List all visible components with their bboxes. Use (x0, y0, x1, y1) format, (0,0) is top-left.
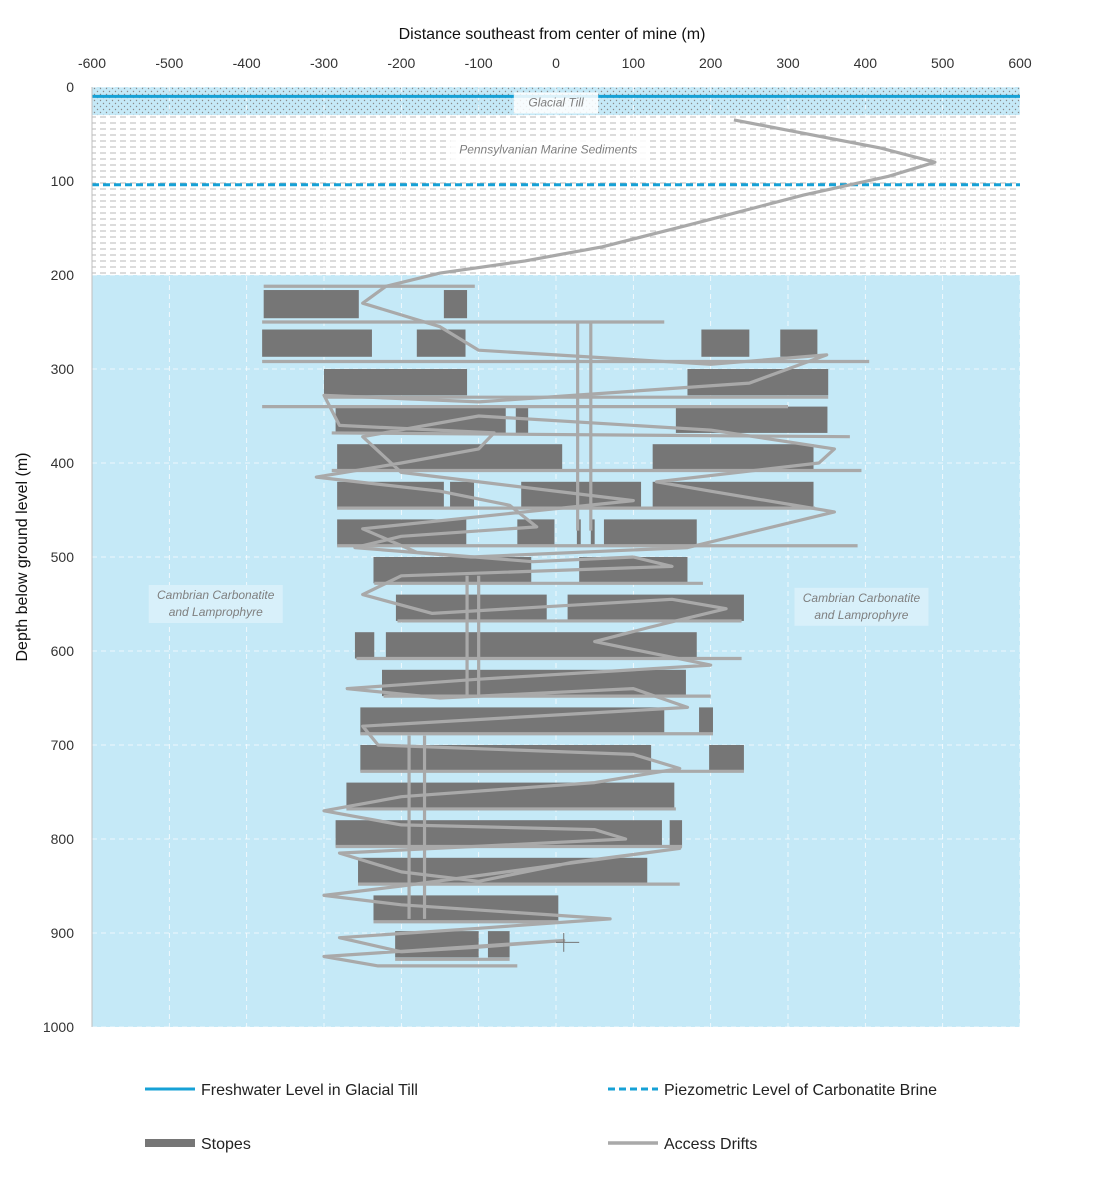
stope-7 (687, 369, 829, 396)
y-tick-label-6: 600 (51, 643, 75, 659)
annotation-text-3-0: Cambrian Carbonatite (803, 591, 921, 605)
annotation-text-0-0: Glacial Till (528, 95, 584, 109)
x-tick-label-7: 100 (622, 55, 646, 71)
x-tick-label-2: -400 (233, 55, 261, 71)
x-tick-label-4: -200 (387, 55, 415, 71)
stope-2 (262, 329, 372, 357)
x-tick-label-5: -100 (465, 55, 493, 71)
y-tick-label-0: 0 (66, 79, 74, 95)
stope-33 (346, 782, 675, 809)
stope-19 (576, 519, 581, 546)
stope-26 (354, 632, 375, 659)
stope-18 (517, 519, 555, 546)
stope-21 (603, 519, 697, 546)
x-tick-label-8: 200 (699, 55, 723, 71)
y-tick-label-9: 900 (51, 925, 75, 941)
y-tick-label-7: 700 (51, 737, 75, 753)
x-tick-label-1: -500 (155, 55, 183, 71)
stope-20 (590, 519, 595, 546)
stope-6 (324, 369, 468, 396)
stope-32 (709, 745, 744, 772)
annotation-text-2-1: and Lamprophyre (169, 605, 263, 619)
annotation-text-2-0: Cambrian Carbonatite (157, 588, 275, 602)
stope-38 (395, 931, 479, 958)
legend-label-1: Piezometric Level of Carbonatite Brine (664, 1082, 937, 1099)
axes: -600 -500 -400 -300 -200 -100 0 100 200 300 400 500… (43, 55, 1032, 1035)
zone-annotations: Glacial Till Pennsylvanian Marine Sedimen… (148, 92, 929, 626)
x-tick-label-0: -600 (78, 55, 106, 71)
y-axis-title: Depth below ground level (m) (14, 453, 31, 662)
annotation-text-1-0: Pennsylvanian Marine Sediments (459, 142, 637, 156)
annotation-bg-2 (148, 585, 283, 623)
annotation-text-3-1: and Lamprophyre (814, 608, 908, 622)
stope-3 (416, 329, 466, 357)
stope-30 (699, 707, 713, 734)
y-tick-label-8: 800 (51, 831, 75, 847)
stope-1 (443, 290, 468, 319)
legend: Freshwater Level in Glacial Till Piezomet… (145, 1082, 937, 1153)
x-tick-label-3: -300 (310, 55, 338, 71)
x-axis-title: Distance southeast from center of mine (… (399, 26, 706, 43)
stope-22 (373, 557, 532, 584)
access-ramp (314, 118, 937, 968)
stope-27 (385, 632, 697, 659)
x-tick-label-9: 300 (776, 55, 800, 71)
x-tick-label-12: 600 (1008, 55, 1032, 71)
annotation-bg-3 (794, 587, 929, 626)
x-tick-label-11: 500 (931, 55, 955, 71)
access-drifts-series (262, 118, 937, 968)
y-tick-label-1: 100 (51, 173, 75, 189)
y-tick-label-2: 200 (51, 267, 75, 283)
annotation-bg-0 (513, 92, 599, 114)
legend-label-2: Stopes (201, 1136, 251, 1153)
stope-0 (263, 290, 359, 319)
stope-35 (669, 820, 683, 847)
x-tick-label-6: 0 (552, 55, 560, 71)
x-tick-label-10: 400 (854, 55, 878, 71)
stope-5 (780, 329, 818, 357)
y-tick-label-10: 1000 (43, 1019, 74, 1035)
stopes-series (262, 290, 829, 958)
legend-label-0: Freshwater Level in Glacial Till (201, 1082, 418, 1099)
y-tick-label-5: 500 (51, 549, 75, 565)
y-tick-label-3: 300 (51, 361, 75, 377)
y-tick-label-4: 400 (51, 455, 75, 471)
stope-34 (335, 820, 662, 847)
legend-label-3: Access Drifts (664, 1136, 757, 1153)
stope-4 (701, 329, 750, 357)
annotation-bg-1 (450, 139, 647, 161)
